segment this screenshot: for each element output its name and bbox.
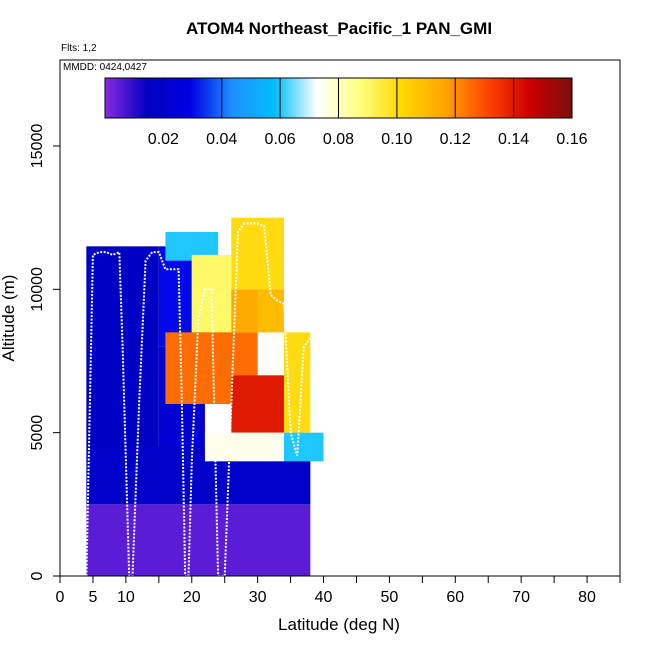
colorbar: 0.02 0.04 0.06 0.08 0.10 0.12 0.14 0.16 [104,77,588,148]
colorbar-tick-label-7: 0.16 [556,131,587,148]
flight-track-line [85,222,312,576]
plot-frame [59,59,621,577]
heatmap-cell-10 [257,289,284,333]
chart-title: ATOM4 Northeast_Pacific_1 PAN_GMI [186,19,492,38]
x-tick-label-0: 0 [56,589,65,606]
x-tick-label-8: 70 [512,589,530,606]
heatmap-cell-13 [284,432,324,462]
annotation-flights: Flts: 1,2 [61,43,97,54]
flight-track-layer [85,222,312,576]
y-tick-label-2: 10000 [29,267,46,312]
heatmap-cell-9 [231,217,284,290]
colorbar-tick-label-1: 0.04 [206,131,237,148]
x-tick-label-5: 40 [315,589,333,606]
colorbar-tick-label-4: 0.10 [381,131,412,148]
x-axis-title: Latitude (deg N) [278,615,400,634]
heatmap-cell-11 [231,375,284,433]
y-tick-label-1: 5000 [29,415,46,451]
x-tick-label-6: 50 [381,589,399,606]
colorbar-tick-label-5: 0.12 [440,131,471,148]
colorbar-tick-label-6: 0.14 [498,131,529,148]
colorbar-tick-label-3: 0.08 [323,131,354,148]
x-tick-label-9: 80 [578,589,596,606]
x-tick-label-4: 30 [249,589,267,606]
heatmap-cell-4 [158,246,192,347]
colorbar-tick-label-0: 0.02 [148,131,179,148]
x-tick-label-1: 5 [88,589,97,606]
x-axis: 0 5 10 20 30 40 50 60 70 80 [56,576,621,606]
y-axis: 0 5000 10000 15000 [29,124,60,580]
colorbar-ticks: 0.02 0.04 0.06 0.08 0.10 0.12 0.14 0.16 [148,78,588,148]
x-tick-label-2: 10 [117,589,135,606]
heatmap-layer [86,217,324,576]
x-tick-label-3: 20 [183,589,201,606]
colorbar-tick-label-2: 0.06 [265,131,296,148]
y-tick-label-0: 0 [29,571,46,580]
x-tick-label-7: 60 [446,589,464,606]
heatmap-cell-0 [86,504,311,576]
y-axis-title: Altitude (m) [0,275,18,362]
heatmap-cell-2 [86,246,159,447]
y-tick-label-3: 15000 [29,124,46,169]
annotation-dates: MMDD: 0424,0427 [63,62,147,73]
heatmap-cell-14 [204,432,284,462]
